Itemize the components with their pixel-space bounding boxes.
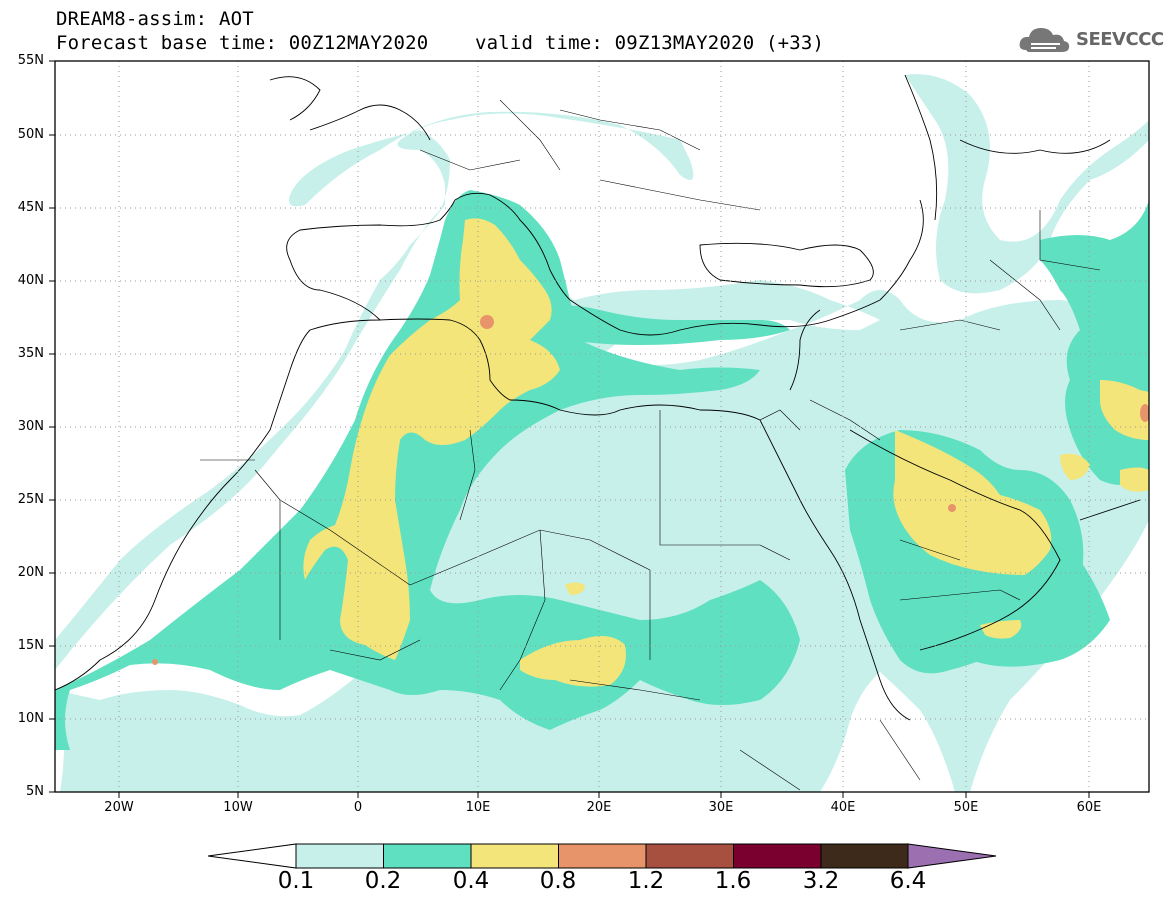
colorbar-label-0.8: 0.8 — [539, 868, 577, 894]
lon-label-20w: 20W — [104, 800, 134, 815]
colorbar-label-1.2: 1.2 — [627, 868, 665, 894]
forecast-times: Forecast base time: 00Z12MAY2020 valid t… — [56, 32, 825, 54]
lon-label-30e: 30E — [708, 800, 734, 815]
lat-label-25n: 25N — [17, 492, 44, 507]
colorbar-label-6.4: 6.4 — [889, 868, 927, 894]
cloud-icon — [1019, 28, 1070, 52]
axis-ticks — [49, 60, 1090, 798]
gridlines — [55, 61, 1149, 792]
lon-label-50e: 50E — [953, 800, 979, 815]
logo-text: SEEVCCC — [1076, 29, 1164, 50]
lat-label-15n: 15N — [17, 638, 44, 653]
lat-label-10n: 10N — [17, 711, 44, 726]
colorbar-label-0.2: 0.2 — [364, 868, 402, 894]
lon-label-10e: 10E — [465, 800, 491, 815]
map-title: DREAM8-assim: AOT — [56, 8, 254, 30]
lon-label-0: 0 — [353, 800, 363, 815]
lon-label-20e: 20E — [586, 800, 612, 815]
aot-band-0.8 — [152, 315, 1149, 665]
seevccc-logo: SEEVCCC — [1018, 22, 1164, 56]
lat-label-35n: 35N — [17, 346, 44, 361]
lat-label-30n: 30N — [17, 419, 44, 434]
lat-label-55n: 55N — [17, 53, 44, 68]
lon-label-60e: 60E — [1076, 800, 1102, 815]
lat-label-5n: 5N — [26, 784, 44, 799]
lat-label-40n: 40N — [17, 273, 44, 288]
lat-label-20n: 20N — [17, 565, 44, 580]
lon-label-40e: 40E — [830, 800, 856, 815]
colorbar-label-0.1: 0.1 — [277, 868, 315, 894]
lon-label-10w: 10W — [223, 800, 253, 815]
colorbar-label-3.2: 3.2 — [802, 868, 840, 894]
lat-label-50n: 50N — [17, 127, 44, 142]
lat-label-45n: 45N — [17, 200, 44, 215]
coastlines — [55, 74, 1141, 721]
colorbar-label-1.6: 1.6 — [714, 868, 752, 894]
colorbar-label-0.4: 0.4 — [452, 868, 490, 894]
aot-band-0.4 — [303, 218, 1149, 687]
borders — [200, 99, 1101, 791]
